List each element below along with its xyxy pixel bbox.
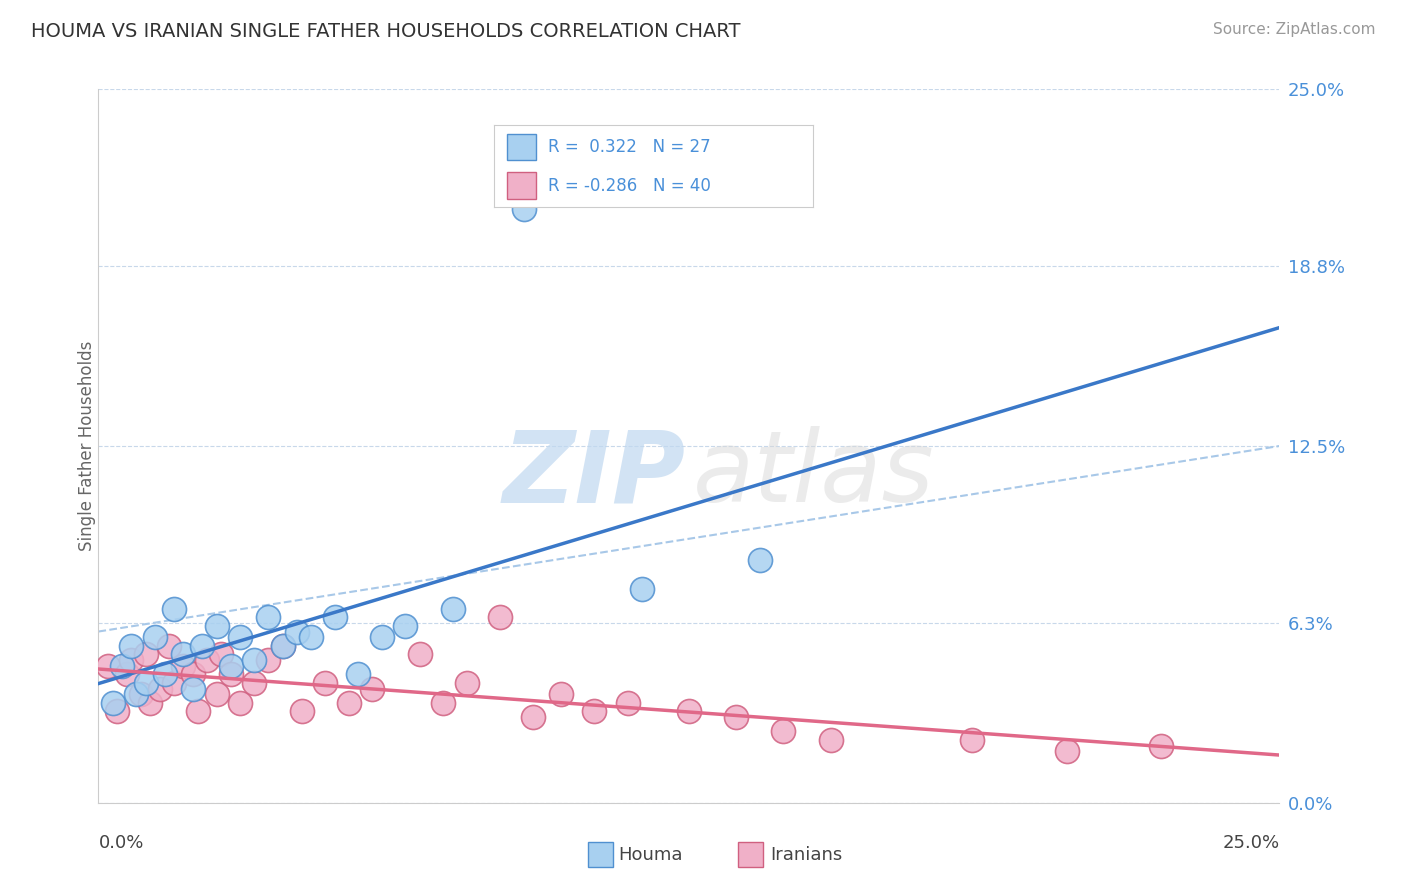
Point: [219, 667, 242, 681]
Point: [678, 705, 700, 719]
Point: [163, 676, 186, 690]
Point: [181, 667, 204, 681]
Point: [105, 705, 128, 719]
Point: [121, 639, 143, 653]
Point: [181, 681, 204, 696]
Point: [115, 667, 138, 681]
Point: [616, 696, 638, 710]
Point: [257, 610, 280, 624]
Text: Source: ZipAtlas.com: Source: ZipAtlas.com: [1212, 22, 1375, 37]
Point: [243, 653, 266, 667]
Point: [172, 658, 194, 673]
Point: [285, 624, 308, 639]
Point: [583, 705, 606, 719]
Point: [143, 630, 166, 644]
Point: [172, 648, 194, 662]
Point: [456, 676, 478, 690]
Point: [748, 553, 770, 567]
Point: [299, 630, 322, 644]
Point: [125, 687, 148, 701]
Point: [243, 676, 266, 690]
Point: [111, 658, 134, 673]
Point: [489, 610, 512, 624]
Text: R = -0.286   N = 40: R = -0.286 N = 40: [548, 177, 711, 194]
Point: [219, 658, 242, 673]
Text: 25.0%: 25.0%: [1222, 834, 1279, 852]
Point: [441, 601, 464, 615]
Point: [153, 667, 176, 681]
Point: [371, 630, 394, 644]
Point: [257, 653, 280, 667]
Text: ZIP: ZIP: [502, 426, 685, 523]
Point: [135, 648, 157, 662]
Point: [135, 676, 157, 690]
Y-axis label: Single Father Households: Single Father Households: [79, 341, 96, 551]
Point: [432, 696, 454, 710]
Point: [205, 687, 228, 701]
Text: atlas: atlas: [693, 426, 934, 523]
Point: [337, 696, 360, 710]
Point: [101, 696, 124, 710]
Point: [157, 639, 180, 653]
Text: Iranians: Iranians: [770, 846, 842, 863]
Point: [191, 639, 214, 653]
Point: [522, 710, 544, 724]
Point: [725, 710, 748, 724]
Point: [361, 681, 384, 696]
Point: [1150, 739, 1173, 753]
Text: R =  0.322   N = 27: R = 0.322 N = 27: [548, 138, 711, 156]
Point: [229, 696, 252, 710]
Point: [1056, 744, 1078, 758]
Point: [290, 705, 312, 719]
Point: [772, 724, 794, 739]
FancyBboxPatch shape: [506, 134, 536, 161]
Point: [209, 648, 232, 662]
Point: [187, 705, 209, 719]
Point: [512, 202, 534, 216]
Text: HOUMA VS IRANIAN SINGLE FATHER HOUSEHOLDS CORRELATION CHART: HOUMA VS IRANIAN SINGLE FATHER HOUSEHOLD…: [31, 22, 741, 41]
Text: 0.0%: 0.0%: [98, 834, 143, 852]
Point: [630, 582, 652, 596]
Point: [550, 687, 572, 701]
Point: [149, 681, 172, 696]
Point: [820, 733, 842, 747]
Point: [97, 658, 120, 673]
Point: [121, 653, 143, 667]
Point: [394, 619, 416, 633]
Point: [229, 630, 252, 644]
Point: [271, 639, 294, 653]
Point: [205, 619, 228, 633]
Point: [314, 676, 336, 690]
Point: [195, 653, 218, 667]
Point: [323, 610, 346, 624]
Point: [129, 687, 152, 701]
Point: [163, 601, 186, 615]
FancyBboxPatch shape: [506, 172, 536, 199]
Text: Houma: Houma: [619, 846, 683, 863]
Point: [962, 733, 984, 747]
Point: [408, 648, 430, 662]
Point: [271, 639, 294, 653]
Point: [347, 667, 370, 681]
Point: [139, 696, 162, 710]
